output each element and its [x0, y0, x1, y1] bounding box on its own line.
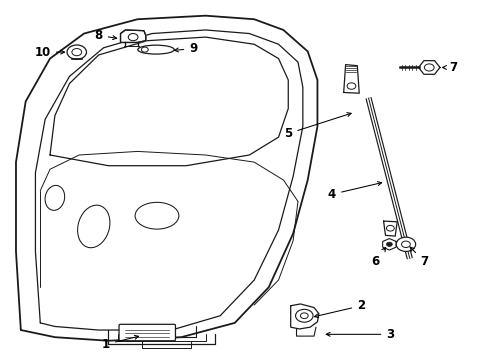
Polygon shape	[382, 239, 395, 250]
Polygon shape	[120, 30, 145, 42]
Circle shape	[395, 237, 415, 251]
Circle shape	[386, 242, 391, 247]
Circle shape	[67, 45, 86, 59]
Polygon shape	[418, 61, 439, 74]
Text: 3: 3	[325, 328, 394, 341]
Circle shape	[346, 83, 355, 89]
Text: 2: 2	[314, 299, 365, 318]
FancyBboxPatch shape	[119, 324, 175, 341]
Text: 7: 7	[442, 61, 457, 74]
Text: 7: 7	[409, 247, 427, 268]
Text: 4: 4	[327, 182, 381, 201]
Circle shape	[295, 309, 312, 322]
Text: 1: 1	[102, 336, 138, 351]
Ellipse shape	[138, 45, 174, 54]
Circle shape	[386, 225, 393, 231]
Text: 8: 8	[94, 29, 116, 42]
Circle shape	[128, 33, 138, 41]
Circle shape	[141, 47, 148, 52]
Text: 9: 9	[174, 42, 197, 55]
Text: 6: 6	[371, 248, 385, 268]
Text: 5: 5	[284, 113, 350, 140]
Text: 10: 10	[35, 46, 64, 59]
Polygon shape	[290, 304, 318, 329]
